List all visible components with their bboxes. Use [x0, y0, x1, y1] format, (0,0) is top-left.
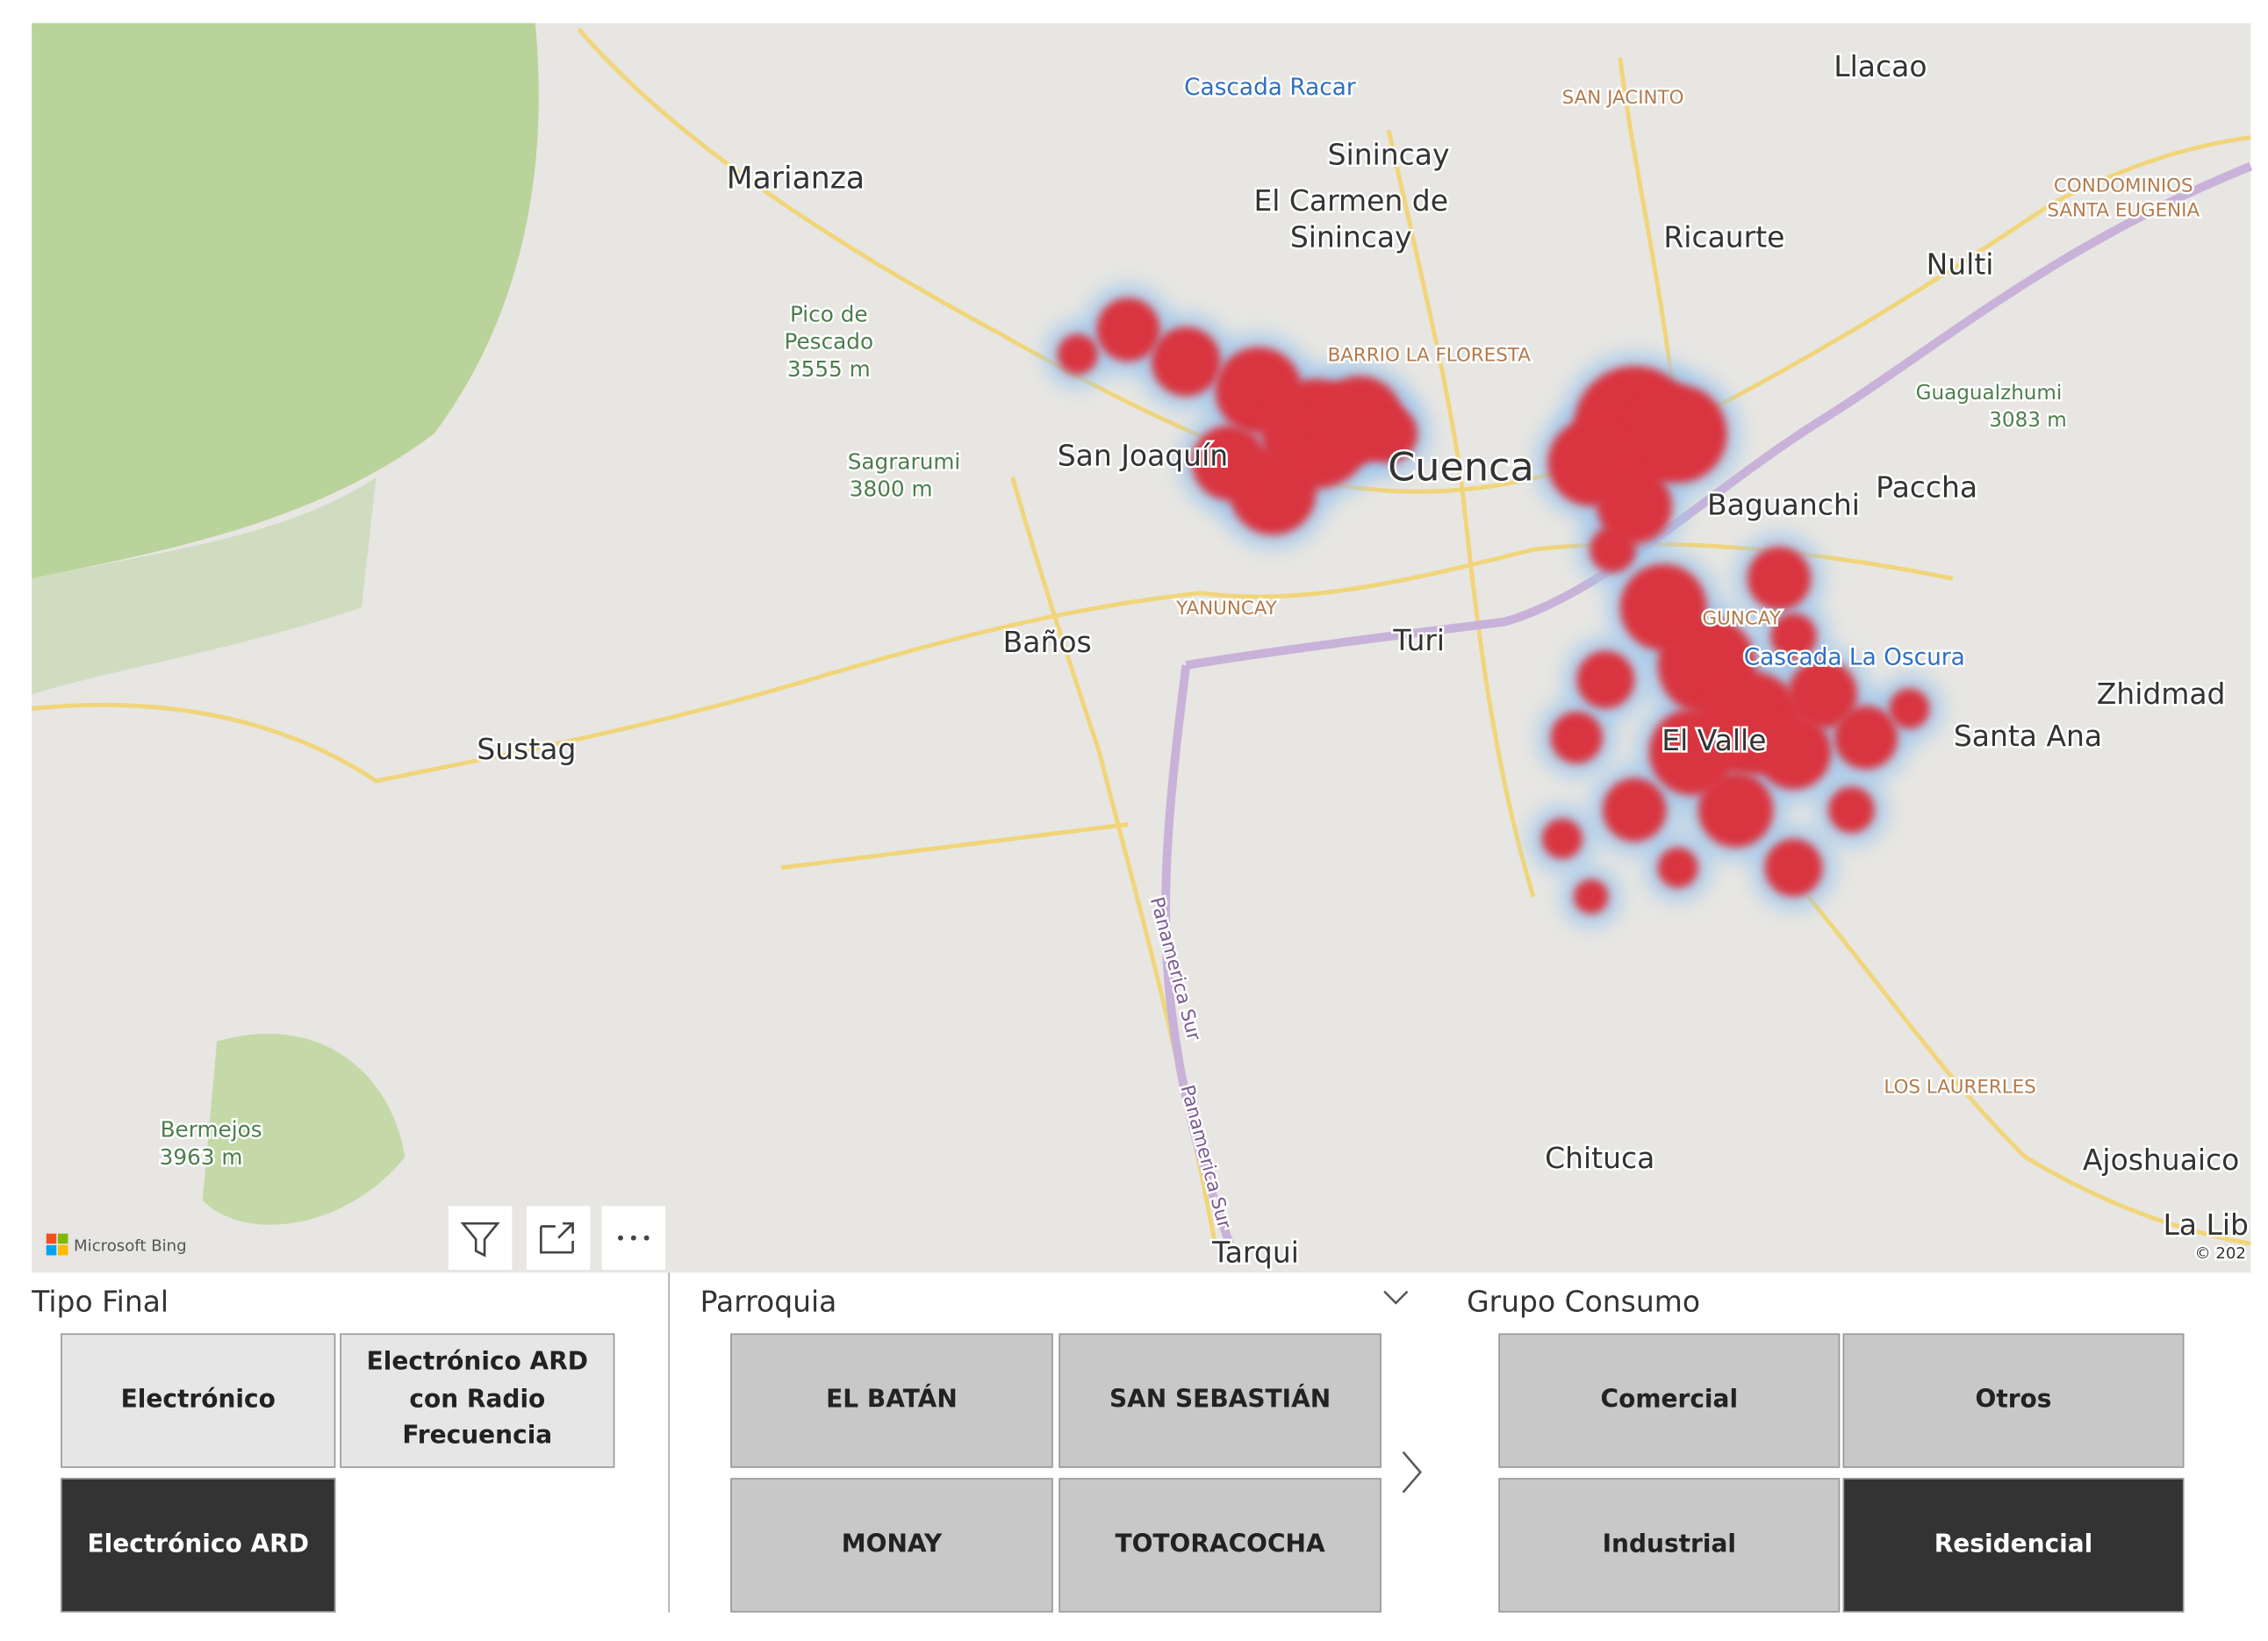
heat-core [1628, 384, 1727, 484]
heat-core [1770, 613, 1817, 660]
slicer-button[interactable]: TOTORACOCHA [1059, 1478, 1382, 1613]
heat-core [1541, 818, 1583, 859]
slicer-button[interactable]: Residencial [1842, 1478, 2185, 1613]
place-label: Baguanchi [1707, 487, 1860, 521]
bing-logo [57, 1244, 68, 1256]
heat-core [1834, 706, 1898, 770]
place-label: Tarqui [1211, 1235, 1299, 1269]
heat-core [1576, 650, 1635, 709]
place-label: El Valle [1662, 723, 1766, 757]
place-label: Pico de [790, 301, 868, 326]
heat-core [1550, 711, 1603, 764]
heat-core [1191, 425, 1267, 501]
place-label: BARRIO LA FLORESTA [1328, 344, 1532, 366]
place-label: Sagrarumi [848, 448, 961, 474]
bing-logo [46, 1244, 57, 1256]
place-label: YANUNCAY [1175, 598, 1278, 620]
forest-area [32, 477, 377, 695]
slicer-button[interactable]: EL BATÁN [730, 1333, 1053, 1468]
place-label: San Joaquín [1058, 438, 1228, 472]
heat-core [1657, 847, 1698, 888]
place-label: 3963 m [160, 1144, 243, 1170]
place-label: Baños [1003, 625, 1092, 659]
forest-area [32, 23, 539, 579]
bing-logo [57, 1233, 68, 1244]
place-label: La Lib [2163, 1207, 2248, 1242]
forest-area [202, 1033, 406, 1225]
place-label: El Carmen de [1253, 183, 1448, 218]
heat-core [1747, 546, 1812, 611]
heat-core [1360, 405, 1418, 463]
slicer-title: Grupo Consumo [1467, 1284, 1701, 1319]
slicer-button[interactable]: Electrónico ARD con Radio Frecuencia [340, 1333, 615, 1468]
place-label: Chituca [1545, 1141, 1654, 1175]
heat-core [1697, 772, 1774, 848]
place-label: Sinincay [1290, 219, 1412, 254]
place-label: Cascada Racar [1184, 75, 1356, 101]
slicer-button[interactable]: Comercial [1498, 1333, 1841, 1468]
map-visual: Cascada Racar SAN JACINTO Llacao Marianza Si… [32, 23, 2253, 1273]
more-options-button[interactable] [601, 1206, 666, 1270]
place-label: LOS LAURERLES [1884, 1076, 2035, 1098]
heat-core [1755, 714, 1832, 790]
heat-core [1096, 297, 1160, 362]
heat-core [1151, 326, 1221, 397]
slicer-title: Parroquia [700, 1284, 837, 1319]
place-label: Santa Ana [1954, 719, 2102, 753]
slicer-button[interactable]: Electrónico [61, 1333, 336, 1468]
place-label: Sinincay [1328, 137, 1450, 171]
map-attribution: Microsoft Bing [74, 1237, 187, 1256]
heat-core [1057, 333, 1098, 375]
place-label: CONDOMINIOS [2054, 176, 2193, 197]
slicer-title: Tipo Final [32, 1284, 169, 1319]
place-label: Cascada La Oscura [1744, 644, 1965, 670]
place-label: Sustag [477, 732, 576, 766]
place-label: 3083 m [1989, 409, 2066, 432]
selection-border [668, 1272, 671, 1613]
place-label: Pescado [784, 329, 873, 355]
place-label: SAN JACINTO [1562, 87, 1684, 109]
heat-core [1597, 468, 1673, 544]
place-label: Nulti [1927, 247, 1994, 282]
heat-core [1602, 778, 1667, 842]
slicer-button[interactable]: MONAY [730, 1478, 1053, 1613]
place-label: Llacao [1834, 49, 1927, 83]
slicer-button[interactable]: Industrial [1498, 1478, 1841, 1613]
heatmap-layer [1043, 283, 1944, 929]
place-label: Marianza [727, 161, 865, 196]
place-label: Turi [1392, 623, 1445, 657]
heat-core [1574, 878, 1609, 914]
slicer-button[interactable]: Otros [1842, 1333, 2185, 1468]
dropdown-chevron[interactable] [1382, 1287, 1410, 1308]
next-page-arrow[interactable] [1397, 1449, 1426, 1495]
filter-button[interactable] [448, 1206, 513, 1270]
heat-core [1648, 708, 1736, 796]
heat-core [1590, 526, 1636, 573]
place-label: Ricaurte [1663, 219, 1784, 254]
heat-core [1889, 688, 1930, 729]
place-label: Zhidmad [2097, 677, 2226, 711]
place-label: Paccha [1876, 470, 1977, 505]
place-labels: Cascada Racar SAN JACINTO Llacao Marianza Si… [157, 47, 2250, 1271]
place-label: GUNCAY [1703, 607, 1782, 629]
heat-core [1764, 838, 1823, 897]
slicer-button[interactable]: Electrónico ARD [61, 1478, 336, 1613]
place-label: Bermejos [161, 1117, 262, 1143]
place-label: © 202 [2194, 1244, 2245, 1263]
place-label: Guagualzhumi [1916, 382, 2063, 405]
bing-logo [46, 1233, 57, 1244]
slicer-button[interactable]: SAN SEBASTIÁN [1059, 1333, 1382, 1468]
focus-mode-button[interactable] [526, 1206, 591, 1270]
heat-core [1787, 659, 1858, 729]
place-label: SANTA EUGENIA [2047, 200, 2200, 222]
place-label: Ajoshuaico [2083, 1143, 2239, 1177]
place-label: 3555 m [787, 356, 871, 382]
highways [1161, 161, 2253, 1245]
place-label: 3800 m [850, 477, 933, 502]
place-label: Cuenca [1388, 446, 1534, 491]
heat-core [1828, 786, 1875, 834]
